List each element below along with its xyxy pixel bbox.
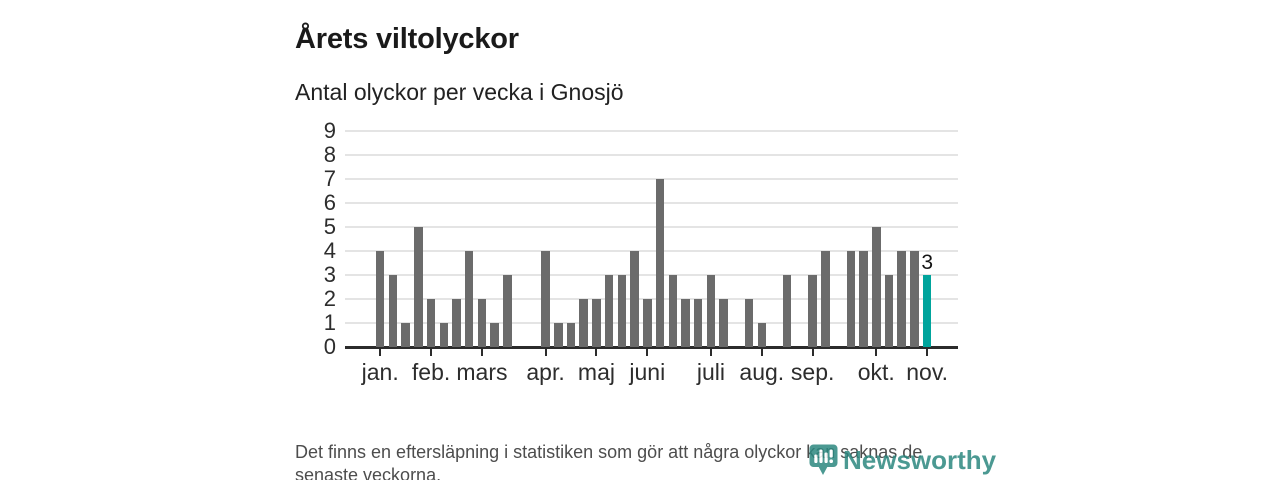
month-tick-label: juli <box>696 359 725 385</box>
bar <box>782 275 792 347</box>
x-axis-line <box>345 345 958 349</box>
highlighted-bar <box>922 275 932 347</box>
bar <box>617 275 627 347</box>
y-axis-tick-label: 1 <box>323 310 336 335</box>
bar <box>910 251 919 347</box>
footnote-line: Det finns en eftersläpning i statistiken… <box>295 442 923 462</box>
bar <box>401 323 410 347</box>
y-axis-tick-label: 4 <box>323 238 336 263</box>
bar <box>846 251 856 347</box>
bar <box>757 323 767 347</box>
month-tick-label: feb. <box>411 359 451 385</box>
gridline <box>345 178 958 180</box>
month-tick-label: maj <box>577 359 615 385</box>
y-axis-tick-label: 2 <box>323 286 336 311</box>
month-tick-mark <box>875 349 878 356</box>
y-axis-tick-label: 8 <box>323 142 336 167</box>
month-tick-label: juni <box>629 359 666 385</box>
bar <box>604 275 614 347</box>
bar <box>452 299 461 347</box>
bar <box>719 299 728 347</box>
month-tick-mark <box>709 349 712 356</box>
bar-value-label: 3 <box>921 251 933 274</box>
newsworthy-logo: Newsworthy <box>809 444 996 476</box>
month-tick-mark <box>811 349 814 356</box>
bar <box>490 323 499 347</box>
bar <box>503 275 512 347</box>
bar <box>808 275 817 347</box>
bar <box>414 227 423 347</box>
month-tick-mark <box>544 349 547 356</box>
gridline <box>345 250 958 252</box>
bar <box>592 299 601 347</box>
month-tick-label: mars <box>456 359 508 385</box>
bar <box>426 299 436 347</box>
y-axis-tick-label: 3 <box>323 262 336 287</box>
footnote-line: senaste veckorna. <box>295 465 442 480</box>
y-axis-tick-label: 9 <box>323 118 336 143</box>
month-tick-label: nov. <box>906 359 949 385</box>
bar <box>464 251 474 347</box>
y-axis-tick-label: 6 <box>323 190 336 215</box>
bar <box>884 275 894 347</box>
gridline <box>345 202 958 204</box>
month-tick-label: sep. <box>790 359 835 385</box>
y-axis-tick-label: 5 <box>323 214 336 239</box>
bar <box>643 299 652 347</box>
gridline <box>345 274 958 276</box>
bar <box>630 251 639 347</box>
bar <box>681 299 690 347</box>
gridline <box>345 154 958 156</box>
bar <box>859 251 868 347</box>
bar <box>872 227 881 347</box>
bar <box>706 275 716 347</box>
newsworthy-pin-chart-icon <box>809 444 838 475</box>
month-tick-mark <box>760 349 763 356</box>
month-tick-mark <box>480 349 483 356</box>
bar <box>579 299 588 347</box>
footnote: Det finns en eftersläpning i statistiken… <box>295 441 922 480</box>
bar <box>375 251 385 347</box>
month-tick-mark <box>595 349 598 356</box>
bar <box>541 251 550 347</box>
gridline <box>345 130 958 132</box>
bar <box>668 275 677 347</box>
newsworthy-wordmark: Newsworthy <box>843 445 997 475</box>
bar <box>477 299 487 347</box>
month-tick-mark <box>430 349 433 356</box>
month-tick-label: aug. <box>739 359 785 385</box>
month-tick-label: jan. <box>361 359 399 385</box>
bar <box>693 299 703 347</box>
month-tick-mark <box>926 349 929 356</box>
bar <box>554 323 563 347</box>
bar <box>566 323 576 347</box>
gridline <box>345 226 958 228</box>
bar <box>821 251 830 347</box>
chart-title: Årets viltolyckor <box>295 23 519 56</box>
bar <box>439 323 449 347</box>
chart-subtitle: Antal olyckor per vecka i Gnosjö <box>295 79 624 105</box>
bar <box>744 299 754 347</box>
month-tick-label: okt. <box>857 359 895 385</box>
y-axis-tick-label: 7 <box>323 166 336 191</box>
bar <box>897 251 906 347</box>
bar <box>655 179 665 347</box>
month-tick-mark <box>646 349 649 356</box>
bar <box>388 275 398 347</box>
month-tick-label: apr. <box>526 359 565 385</box>
month-tick-mark <box>379 349 382 356</box>
y-axis-tick-label: 0 <box>323 334 336 359</box>
